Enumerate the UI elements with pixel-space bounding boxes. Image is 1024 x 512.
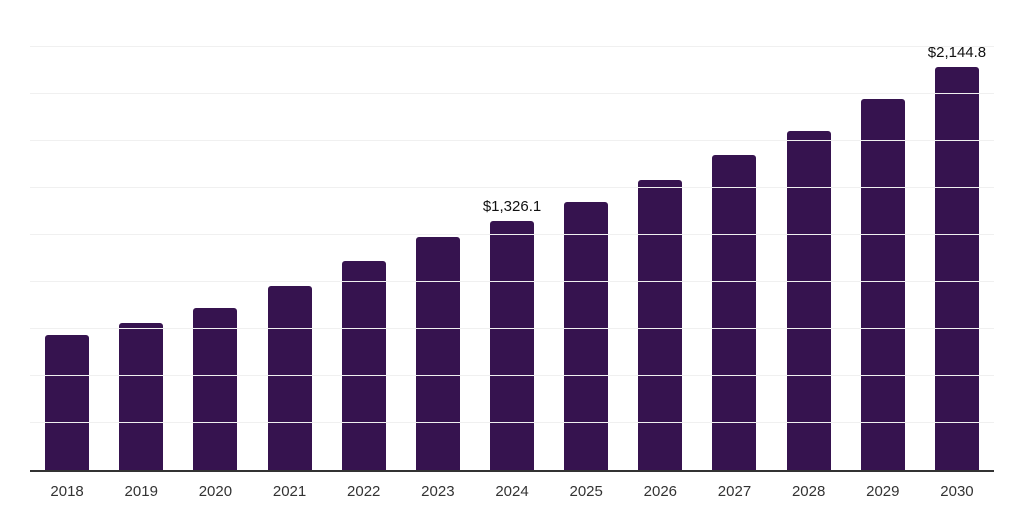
bar-2024 [490,220,535,470]
bar-slot-2023 [401,0,475,470]
x-tick-label-2020: 2020 [198,483,233,500]
bar-slot-2027 [697,0,771,470]
bar-2028 [786,131,831,470]
x-tick-label-2028: 2028 [791,483,826,500]
bar-slot-2020 [178,0,252,470]
bar-slot-2021 [252,0,326,470]
bar-2022 [341,260,386,470]
bar-slot-2025 [549,0,623,470]
bar-slot-2024: $1,326.1 [475,0,549,470]
bar-slot-2019 [104,0,178,470]
bar-2021 [267,286,312,470]
gridline-1250 [30,234,994,235]
x-tick-label-2024: 2024 [495,483,529,500]
x-tick-label-2018: 2018 [50,483,84,500]
gridline-2000 [30,93,994,94]
bar-2026 [638,179,683,470]
bar-slot-2028 [772,0,846,470]
gridline-500 [30,375,994,376]
bar-2027 [712,154,757,470]
bar-2020 [193,308,238,470]
x-tick-label-2019: 2019 [124,483,158,500]
bar-2029 [860,99,905,470]
x-axis-line [30,470,994,472]
bar-slot-2030: $2,144.8 [920,0,994,470]
x-tick-label-2026: 2026 [643,483,678,500]
bar-2019 [119,322,164,470]
bar-2023 [415,236,460,470]
x-tick-label-2027: 2027 [717,483,752,500]
x-tick-label-2029: 2029 [866,483,900,500]
bar-value-label-2024: $1,326.1 [482,197,542,215]
bar-slot-2022 [327,0,401,470]
gridline-1750 [30,140,994,141]
bar-2025 [564,202,609,470]
x-tick-label-2025: 2025 [569,483,603,500]
bar-slot-2018 [30,0,104,470]
bar-slot-2026 [623,0,697,470]
bar-value-label-2030: $2,144.8 [927,43,987,61]
bar-2018 [45,335,90,470]
x-axis-labels: 2018 2019 2020 2021 2022 2023 2024 2025 2026 2027… [30,483,994,501]
gridline-1000 [30,281,994,282]
bars-container: $1,326.1 $2,144.8 [30,0,994,470]
plot-area: $1,326.1 $2,144.8 [30,0,994,470]
x-tick-label-2022: 2022 [347,483,381,500]
gridline-250 [30,422,994,423]
bar-2030 [934,66,979,470]
bar-slot-2029 [846,0,920,470]
x-tick-label-2023: 2023 [421,483,455,500]
gridline-750 [30,328,994,329]
x-tick-label-2030: 2030 [940,483,974,500]
gridline-2250 [30,46,994,47]
x-tick-label-2021: 2021 [272,483,307,500]
gridline-1500 [30,187,994,188]
